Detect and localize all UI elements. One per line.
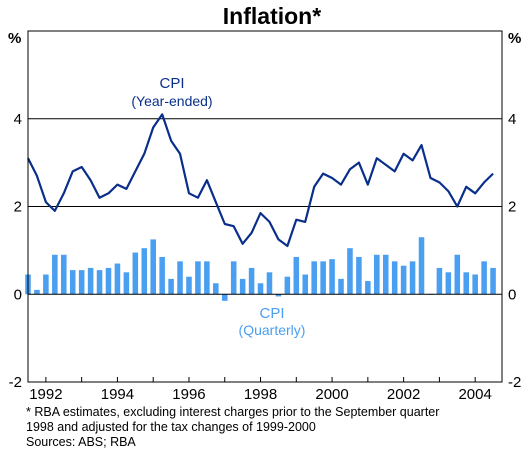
bar-26 <box>257 283 264 295</box>
x-axis: 1992 1994 1996 1998 2000 2002 2004 <box>29 377 492 400</box>
bar-41 <box>391 261 398 295</box>
x-tick-1992: 1992 <box>29 386 62 400</box>
bar-17 <box>177 261 183 295</box>
x-tick-1998: 1998 <box>244 386 277 400</box>
bar-22 <box>221 294 228 301</box>
bar-27 <box>266 272 273 295</box>
bar-11 <box>123 272 130 295</box>
bar-46 <box>436 267 443 295</box>
bar-40 <box>382 254 389 295</box>
bar-44 <box>418 237 425 295</box>
bar-20 <box>204 261 210 295</box>
bar-5 <box>69 270 76 295</box>
annotation-quarterly-line2: (Quarterly) <box>239 322 306 338</box>
x-tick-1994: 1994 <box>101 386 134 400</box>
bar-29 <box>284 276 291 295</box>
gridlines <box>28 118 502 207</box>
plot-frame <box>27 30 503 383</box>
bar-33 <box>320 261 326 295</box>
y-tick-right-0: 0 <box>508 286 516 303</box>
bar-24 <box>239 278 246 295</box>
bar-39 <box>374 254 380 295</box>
annotation-quarterly-line1: CPI <box>259 305 284 322</box>
bar-1 <box>34 289 40 295</box>
y-tick-right-2: 2 <box>508 199 516 216</box>
y-axis-left: -2 0 2 4 <box>9 111 22 391</box>
bar-35 <box>338 278 344 295</box>
bar-34 <box>329 259 335 295</box>
bar-18 <box>186 276 192 295</box>
bar-25 <box>248 267 255 295</box>
bar-16 <box>168 278 174 295</box>
y-tick-left-2: 2 <box>14 199 22 216</box>
annotation-year-ended: CPI (Year-ended) <box>131 75 212 109</box>
y-tick-left-0: 0 <box>14 286 22 303</box>
x-tick-1996: 1996 <box>172 386 205 400</box>
y-tick-left-4: 4 <box>14 111 22 128</box>
annotation-quarterly: CPI (Quarterly) <box>239 305 306 338</box>
bar-8 <box>96 270 103 295</box>
bar-50 <box>472 274 478 295</box>
x-tick-2004: 2004 <box>458 386 491 400</box>
footnote-line1: * RBA estimates, excluding interest char… <box>26 405 440 419</box>
y-unit-left: % <box>8 30 21 47</box>
bar-14 <box>150 239 156 295</box>
bar-30 <box>293 256 300 295</box>
bar-10 <box>114 263 121 295</box>
bar-2 <box>43 274 49 295</box>
y-tick-right--2: -2 <box>508 374 521 391</box>
footnote: * RBA estimates, excluding interest char… <box>26 405 526 450</box>
bar-3 <box>52 254 58 295</box>
x-tick-2000: 2000 <box>315 386 348 400</box>
bar-51 <box>481 261 487 295</box>
annotation-year-ended-line1: CPI <box>159 75 184 92</box>
bar-31 <box>302 274 309 295</box>
bar-7 <box>87 267 94 295</box>
bar-49 <box>463 272 469 295</box>
bar-32 <box>311 261 317 295</box>
bar-15 <box>159 256 165 295</box>
year-ended-line <box>27 113 494 248</box>
bar-19 <box>195 261 201 295</box>
bar-47 <box>445 272 452 295</box>
bar-52 <box>490 267 496 295</box>
y-unit-right: % <box>508 30 521 47</box>
chart-title: Inflation* <box>223 3 321 29</box>
x-tick-2002: 2002 <box>387 386 420 400</box>
bar-4 <box>61 254 67 295</box>
bar-43 <box>409 261 416 295</box>
bar-12 <box>132 252 139 295</box>
y-tick-right-4: 4 <box>508 111 516 128</box>
footnote-line2: 1998 and adjusted for the tax changes of… <box>26 420 316 434</box>
bar-13 <box>141 248 148 295</box>
bar-21 <box>213 283 219 295</box>
bar-38 <box>365 281 371 295</box>
bar-6 <box>78 270 85 295</box>
bar-36 <box>347 248 353 295</box>
y-axis-right: -2 0 2 4 <box>508 111 521 391</box>
footnote-sources: Sources: ABS; RBA <box>26 435 136 449</box>
bar-42 <box>400 265 407 295</box>
bar-48 <box>454 254 461 295</box>
bar-37 <box>356 256 362 295</box>
bar-9 <box>105 267 112 295</box>
y-tick-left--2: -2 <box>9 374 22 391</box>
bar-23 <box>230 261 237 295</box>
annotation-year-ended-line2: (Year-ended) <box>131 93 212 109</box>
quarterly-bars <box>25 237 496 301</box>
bar-28 <box>275 294 282 297</box>
